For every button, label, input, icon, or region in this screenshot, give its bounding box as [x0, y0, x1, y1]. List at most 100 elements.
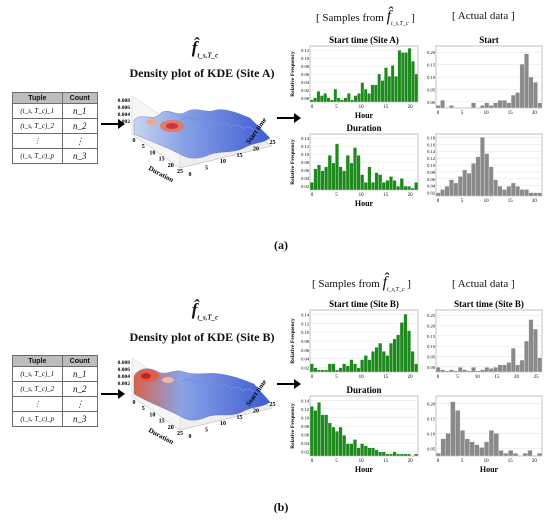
y-tick-label: 0.14 [301, 312, 310, 317]
duration-tick-label: 15 [159, 157, 165, 163]
hist-bar [522, 452, 528, 457]
table-row: (t_s, T_c)_2 n_2 [12, 118, 99, 134]
x-tick-label: 0 [311, 193, 314, 198]
hist-bar [389, 342, 393, 373]
hist-bar [519, 359, 525, 373]
x-tick-label: 20 [408, 459, 414, 464]
hist-bar [309, 406, 314, 457]
hist-bar [399, 453, 404, 457]
x-axis-label: Hour [355, 465, 374, 474]
y-tick-label: 0.12 [301, 321, 309, 326]
y-tick-label: 0.14 [301, 398, 310, 403]
hist-bar [392, 451, 397, 457]
hist-bar [403, 313, 408, 373]
arrow-right-icon [277, 379, 301, 389]
y-tick-label: 0.02 [427, 191, 435, 196]
hist-bar [471, 163, 476, 197]
y-tick-label: 0.10 [301, 415, 310, 420]
x-tick-label: 10 [484, 111, 490, 116]
table-row: (t_s, T_c)_p n_3 [12, 148, 99, 164]
y-tick-label: 0.00 [427, 365, 436, 370]
x-tick-label: 5 [461, 459, 464, 464]
start-tick-label: 20 [253, 146, 259, 152]
hist-bar [313, 97, 317, 103]
hist-bar [389, 453, 393, 457]
y-tick-label: 0.25 [427, 313, 436, 318]
hist-bar [316, 91, 321, 103]
y-tick-label: 0.20 [427, 50, 436, 55]
hist-bar [363, 355, 368, 373]
count-cell: n_2 [61, 118, 99, 134]
hist-bar [342, 435, 347, 457]
hist-bar [350, 99, 355, 103]
start-tick-label: 20 [253, 408, 259, 414]
arrow-right-icon [277, 113, 301, 123]
samples-header: [ Samples from f̂t_s,T_c ] [312, 274, 411, 293]
hist-bar [484, 367, 490, 373]
hist-bar [444, 186, 450, 197]
hist-bar [353, 363, 357, 373]
x-tick-label: 15 [494, 375, 500, 380]
x-tick-label: 0 [311, 459, 314, 464]
x-tick-label: 5 [335, 193, 338, 198]
hist-bar [510, 182, 516, 197]
tuple-count-table-a: Tuple Count (t_s, T_c)_1 n_1 (t_s, T_c)_2… [12, 92, 99, 164]
hist-bar [397, 50, 402, 103]
hist-bar [471, 102, 476, 109]
count-cell: n_1 [61, 366, 99, 382]
hist-bar [367, 359, 372, 373]
y-tick-label: 0.12 [427, 156, 435, 161]
hist-bar [493, 432, 499, 457]
y-tick-label: 0.02 [301, 366, 309, 371]
density-tick-label: 0.002 [118, 381, 131, 387]
hist-bar [407, 185, 411, 191]
hist-bar [502, 189, 507, 197]
hist-bar [327, 422, 332, 457]
hist-bar [317, 402, 321, 457]
hist-bar [475, 156, 481, 197]
hist-bar [524, 189, 529, 197]
y-tick-label: 0.10 [301, 56, 310, 61]
table-row: (t_s, T_c)_1 n_1 [12, 366, 99, 382]
x-tick-label: 20 [408, 105, 414, 110]
y-tick-label: 0.18 [427, 135, 436, 140]
x-tick-label: 10 [475, 375, 481, 380]
y-tick-label: 0.04 [301, 441, 310, 446]
surface-ripple [193, 118, 207, 123]
x-tick-label: 0 [437, 111, 440, 116]
tuple-cell: (t_s, T_c)_1 [12, 103, 63, 119]
hist-bar [340, 99, 344, 103]
x-tick-label: 10 [359, 193, 365, 198]
x-axis-label: Hour [355, 111, 374, 120]
hist-bar [345, 155, 350, 191]
hist-bar [414, 363, 419, 373]
y-tick-label: 0.04 [301, 80, 310, 85]
hist-bar [338, 166, 343, 191]
hist-bar [390, 65, 395, 103]
hist-bar [313, 367, 318, 373]
hist-bar [333, 88, 338, 103]
hist-actual-duration-b: 0.05 0.10 0.15 0.20 0 5 10 15 20 Hour [427, 395, 543, 474]
x-tick-label: 20 [408, 375, 414, 380]
y-tick-label: 0.15 [427, 334, 436, 339]
start-tick-label: 25 [270, 402, 276, 408]
hist-bar [385, 355, 390, 373]
panel-label-a: (a) [274, 238, 288, 252]
hist-bar [475, 370, 481, 373]
y-tick-label: 0.08 [301, 160, 310, 165]
y-tick-label: 0.02 [301, 88, 309, 93]
y-tick-label: 0.06 [301, 348, 310, 353]
start-tick-label: 0 [189, 434, 192, 440]
hist-bar [345, 365, 350, 373]
surface-ripple [205, 382, 219, 387]
y-tick-label: 0.02 [301, 450, 309, 455]
hist-bar [374, 449, 379, 457]
density-peak [146, 119, 158, 125]
hist-bar [537, 452, 543, 457]
hist-bar [331, 363, 336, 373]
hist-bar [324, 166, 329, 191]
start-tick-label: 15 [237, 415, 243, 421]
hist-bar [493, 102, 498, 109]
hist-bar [320, 170, 325, 191]
